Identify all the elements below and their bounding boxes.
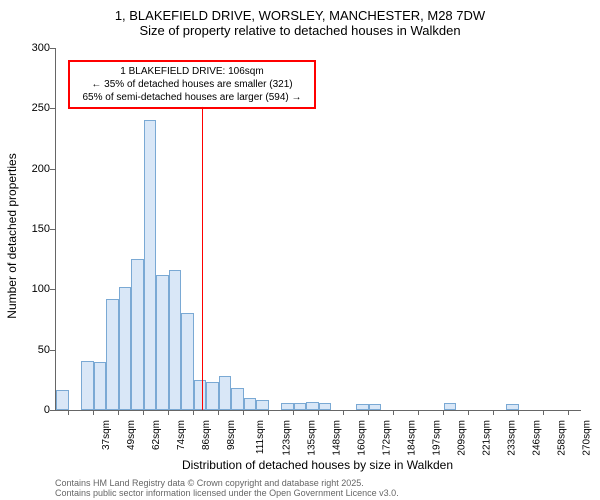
x-tick <box>443 410 444 415</box>
histogram-bar <box>219 376 232 410</box>
x-tick <box>243 410 244 415</box>
histogram-bar <box>256 400 269 410</box>
x-tick-label: 270sqm <box>581 420 592 456</box>
chart-title-sub: Size of property relative to detached ho… <box>0 23 600 38</box>
histogram-bar <box>244 398 257 410</box>
histogram-bar <box>169 270 182 410</box>
chart-container: { "titles": { "main": "1, BLAKEFIELD DRI… <box>0 0 600 500</box>
y-tick <box>50 169 55 170</box>
x-tick <box>293 410 294 415</box>
x-tick-label: 233sqm <box>506 420 517 456</box>
x-tick <box>68 410 69 415</box>
x-tick-label: 160sqm <box>356 420 367 456</box>
footer-attribution: Contains HM Land Registry data © Crown c… <box>55 478 399 498</box>
y-tick <box>50 48 55 49</box>
y-tick <box>50 289 55 290</box>
x-tick <box>193 410 194 415</box>
x-tick <box>168 410 169 415</box>
y-tick <box>50 108 55 109</box>
x-tick <box>393 410 394 415</box>
x-tick <box>318 410 319 415</box>
histogram-bar <box>181 313 194 410</box>
x-tick <box>143 410 144 415</box>
x-tick-label: 184sqm <box>406 420 417 456</box>
histogram-bar <box>156 275 169 410</box>
histogram-bar <box>144 120 157 410</box>
histogram-bar <box>94 362 107 410</box>
x-tick <box>493 410 494 415</box>
x-tick-label: 148sqm <box>331 420 342 456</box>
x-tick-label: 209sqm <box>456 420 467 456</box>
y-tick-label: 50 <box>20 344 50 356</box>
x-tick <box>418 410 419 415</box>
y-tick-label: 100 <box>20 283 50 295</box>
x-tick <box>343 410 344 415</box>
footer-line-2: Contains public sector information licen… <box>55 488 399 498</box>
histogram-bar <box>119 287 132 410</box>
x-tick <box>93 410 94 415</box>
x-tick-label: 221sqm <box>481 420 492 456</box>
histogram-bar <box>231 388 244 410</box>
y-tick-label: 200 <box>20 163 50 175</box>
property-marker-line <box>202 106 204 410</box>
histogram-bar <box>369 404 382 410</box>
x-tick-label: 197sqm <box>431 420 442 456</box>
annotation-box: 1 BLAKEFIELD DRIVE: 106sqm ← 35% of deta… <box>68 60 316 109</box>
histogram-bar <box>206 382 219 410</box>
histogram-bar <box>106 299 119 410</box>
x-tick <box>468 410 469 415</box>
histogram-bar <box>444 403 457 410</box>
x-tick-label: 123sqm <box>281 420 292 456</box>
y-tick-label: 0 <box>20 404 50 416</box>
x-tick-label: 98sqm <box>226 420 237 450</box>
x-tick-label: 37sqm <box>101 420 112 450</box>
footer-line-1: Contains HM Land Registry data © Crown c… <box>55 478 399 488</box>
annotation-line-3: 65% of semi-detached houses are larger (… <box>75 91 309 104</box>
x-axis-label: Distribution of detached houses by size … <box>55 458 580 472</box>
histogram-bar <box>194 380 207 410</box>
x-tick-label: 258sqm <box>556 420 567 456</box>
x-tick-label: 86sqm <box>201 420 212 450</box>
x-tick-label: 74sqm <box>176 420 187 450</box>
y-tick <box>50 229 55 230</box>
x-tick-label: 62sqm <box>151 420 162 450</box>
x-tick-label: 172sqm <box>381 420 392 456</box>
histogram-bar <box>56 390 69 411</box>
y-tick <box>50 350 55 351</box>
x-tick <box>568 410 569 415</box>
y-tick-label: 150 <box>20 223 50 235</box>
x-tick <box>518 410 519 415</box>
annotation-line-1: 1 BLAKEFIELD DRIVE: 106sqm <box>75 65 309 78</box>
y-tick-label: 300 <box>20 42 50 54</box>
histogram-bar <box>306 402 319 410</box>
y-axis-label: Number of detached properties <box>5 153 19 318</box>
x-tick <box>368 410 369 415</box>
x-tick <box>268 410 269 415</box>
y-tick <box>50 410 55 411</box>
x-tick-label: 246sqm <box>531 420 542 456</box>
x-tick-label: 49sqm <box>126 420 137 450</box>
histogram-bar <box>81 361 94 410</box>
y-tick-label: 250 <box>20 102 50 114</box>
x-tick-label: 135sqm <box>306 420 317 456</box>
x-tick <box>543 410 544 415</box>
chart-title-main: 1, BLAKEFIELD DRIVE, WORSLEY, MANCHESTER… <box>0 0 600 23</box>
x-tick <box>218 410 219 415</box>
x-tick-label: 111sqm <box>255 420 266 454</box>
annotation-line-2: ← 35% of detached houses are smaller (32… <box>75 78 309 91</box>
histogram-bar <box>131 259 144 410</box>
histogram-bar <box>294 403 307 410</box>
x-tick <box>118 410 119 415</box>
histogram-bar <box>281 403 294 410</box>
histogram-bar <box>319 403 332 410</box>
